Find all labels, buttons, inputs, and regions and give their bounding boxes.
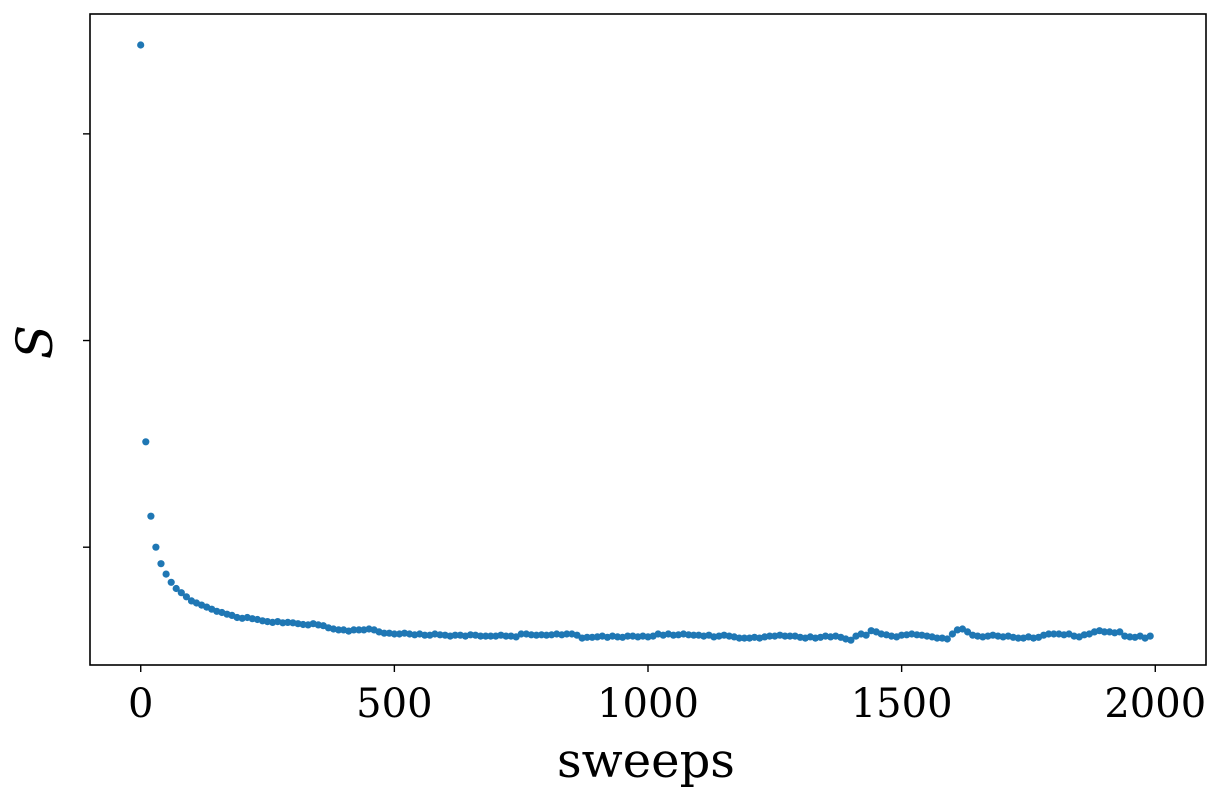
data-point (948, 630, 957, 638)
data-point (182, 593, 190, 601)
data-point (781, 632, 789, 640)
data-point (735, 634, 743, 642)
data-point (583, 633, 591, 641)
data-point (482, 632, 490, 640)
x-tick-label: 0 (128, 681, 153, 727)
data-point (563, 630, 571, 638)
data-point (335, 626, 343, 634)
data-point (1100, 628, 1109, 636)
x-axis-label: sweeps (557, 733, 735, 789)
data-point (477, 632, 485, 640)
x-tick-label: 500 (356, 681, 432, 727)
data-point (172, 584, 180, 593)
data-point (740, 634, 749, 642)
data-point (390, 630, 398, 638)
x-tick-label: 2000 (1104, 681, 1206, 727)
data-point (933, 634, 941, 642)
data-point (1146, 632, 1154, 640)
data-point (167, 578, 175, 586)
data-point (451, 631, 459, 639)
data-point (1045, 630, 1053, 638)
points-layer (137, 41, 1154, 644)
data-point (943, 635, 951, 643)
data-point (152, 543, 160, 551)
data-point (964, 628, 972, 636)
y-ticks (83, 133, 90, 548)
data-point (350, 626, 358, 634)
data-point (487, 632, 495, 640)
data-point (502, 632, 510, 640)
data-point (862, 631, 870, 639)
data-point (177, 589, 185, 597)
x-tick-label: 1500 (851, 681, 953, 727)
data-point (137, 41, 145, 49)
data-point (142, 438, 150, 446)
plot-frame (89, 13, 1207, 666)
y-axis-label: S (6, 325, 64, 359)
x-tick-label: 1000 (597, 681, 699, 727)
data-point (1050, 630, 1058, 638)
data-point (162, 570, 170, 578)
data-point (1014, 634, 1022, 642)
data-point (157, 560, 165, 568)
data-point (355, 626, 363, 634)
data-point (147, 512, 155, 520)
data-point (690, 631, 698, 639)
x-ticks: 0 500 1000 1500 2000 (128, 665, 1206, 727)
data-point (786, 632, 794, 640)
data-point (517, 630, 525, 638)
data-point (766, 632, 774, 640)
data-point (624, 632, 632, 640)
data-point (380, 629, 388, 637)
data-point (847, 636, 855, 644)
data-point (1116, 628, 1124, 636)
data-point (421, 631, 429, 639)
